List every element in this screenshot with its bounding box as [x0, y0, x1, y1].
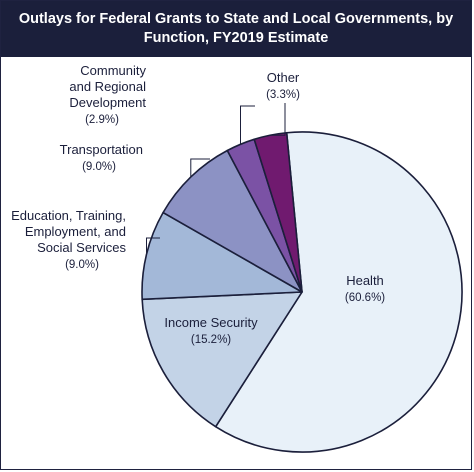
slice-name-1-0: Income Security [164, 315, 258, 330]
slice-name-4-2: Development [69, 95, 146, 110]
slice-value-1: (15.2%) [191, 334, 231, 346]
chart-title-line-2: Function, FY2019 Estimate [143, 30, 329, 46]
pie-slice-3 [162, 149, 303, 293]
slice-label-3: Transportation (9.0%) [60, 142, 143, 173]
slice-label-5: Other (3.3%) [266, 70, 300, 101]
slice-value-2: (9.0%) [65, 259, 99, 271]
slice-name-3-0: Transportation [60, 142, 143, 157]
pie-slice-0 [214, 131, 463, 453]
pie-slice-1 [141, 291, 303, 428]
slice-name-2-1: Employment, and [25, 224, 126, 239]
slice-value-4: (2.9%) [85, 114, 119, 126]
pie-slice-2 [141, 211, 303, 301]
slice-label-2: Education, Training, Employment, and Socia… [11, 208, 126, 271]
slice-label-0: Health (60.6%) [345, 273, 385, 304]
slice-name-2-2: Social Services [37, 240, 126, 255]
slice-label-1: Income Security (15.2%) [164, 315, 258, 346]
slice-value-3: (9.0%) [82, 161, 116, 173]
slice-name-5-0: Other [267, 70, 300, 85]
slice-name-4-1: and Regional [69, 79, 146, 94]
slice-name-2-0: Education, Training, [11, 208, 126, 223]
pie-slice-5 [253, 131, 303, 293]
chart-title: Outlays for Federal Grants to State and … [1, 1, 471, 57]
slice-name-4-0: Community [80, 63, 146, 78]
slice-name-0-0: Health [346, 273, 384, 288]
leader-line-5 [270, 103, 286, 136]
leader-line-3 [190, 158, 210, 177]
slice-value-5: (3.3%) [266, 89, 300, 101]
leader-line-2 [146, 237, 160, 255]
leader-line-4 [240, 105, 255, 145]
slice-label-4: Community and Regional Development (2.9%) [69, 63, 146, 126]
chart-title-line-1: Outlays for Federal Grants to State and … [18, 11, 454, 27]
slice-value-0: (60.6%) [345, 292, 385, 304]
